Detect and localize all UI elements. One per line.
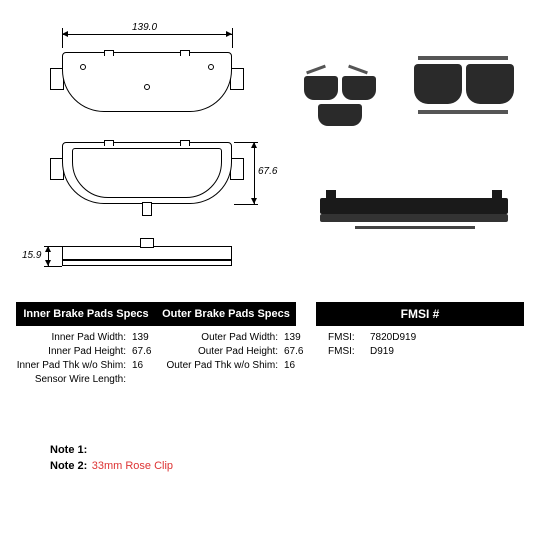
note-label: Note 1: (50, 444, 87, 456)
pad-tab (142, 202, 152, 216)
spec-row: FMSI:D919 (328, 346, 394, 357)
technical-drawing: 139.0 67.6 15.9 (20, 28, 270, 298)
spec-label: Outer Pad Width: (158, 332, 278, 343)
spec-row: Outer Pad Thk w/o Shim:16 (158, 360, 295, 371)
spec-value: 7820D919 (364, 332, 416, 343)
spec-label: Inner Pad Width: (16, 332, 126, 343)
photo-pad (304, 76, 338, 100)
pad-bottom-inner (72, 148, 222, 198)
header-outer-specs: Outer Brake Pads Specs (156, 302, 296, 326)
photo-wire (355, 226, 475, 229)
dim-ext (44, 246, 62, 247)
photo-side-tab (492, 190, 502, 200)
dim-ext (234, 204, 258, 205)
pad-notch (180, 50, 190, 56)
dimension-width-label: 139.0 (132, 22, 157, 33)
spec-label: FMSI: (328, 346, 364, 357)
header-inner-specs: Inner Brake Pads Specs (16, 302, 156, 326)
photo-side-plate (320, 214, 508, 222)
photo-side (320, 198, 508, 214)
spec-label: FMSI: (328, 332, 364, 343)
spec-value: 16 (126, 360, 143, 371)
spec-value: 139 (278, 332, 301, 343)
spec-label: Inner Pad Height: (16, 346, 126, 357)
note-2: Note 2: 33mm Rose Clip (50, 456, 173, 474)
pad-notch (180, 140, 190, 146)
photo-pad (466, 64, 514, 104)
dimension-thk-label: 15.9 (22, 250, 41, 261)
spec-value: D919 (364, 346, 394, 357)
dimension-height-line (254, 142, 255, 204)
photo-clip (306, 65, 326, 75)
dim-ext (232, 28, 233, 48)
spec-value: 139 (126, 332, 149, 343)
spec-row: Inner Pad Thk w/o Shim:16 (16, 360, 143, 371)
pad-notch (104, 50, 114, 56)
note-value: 33mm Rose Clip (92, 460, 173, 472)
spec-row: Inner Pad Height:67.6 (16, 346, 151, 357)
pad-side-outline (62, 246, 232, 260)
page-root: 139.0 67.6 15.9 (0, 0, 540, 540)
pad-ear (230, 158, 244, 180)
spec-label: Outer Pad Thk w/o Shim: (158, 360, 278, 371)
product-photo (300, 48, 520, 278)
spec-value: 67.6 (126, 346, 151, 357)
spec-row: Sensor Wire Length: (16, 374, 132, 385)
spec-value: 16 (278, 360, 295, 371)
photo-side-tab (326, 190, 336, 200)
photo-pad (318, 104, 362, 126)
dim-ext (44, 266, 62, 267)
pad-hole (208, 64, 214, 70)
header-fmsi: FMSI # (316, 302, 524, 326)
pad-hole (144, 84, 150, 90)
pad-side-tab (140, 238, 154, 248)
dim-ext (62, 28, 63, 48)
photo-clip (418, 56, 508, 60)
spec-row: Outer Pad Height:67.6 (158, 346, 303, 357)
spec-row: Outer Pad Width:139 (158, 332, 301, 343)
spec-label: Sensor Wire Length: (16, 374, 126, 385)
dimension-height-label: 67.6 (258, 166, 277, 177)
pad-notch (104, 140, 114, 146)
dimension-thk-line (48, 246, 49, 266)
spec-row: FMSI:7820D919 (328, 332, 416, 343)
dim-ext (234, 142, 258, 143)
pad-top-outline (62, 52, 232, 112)
dimension-width-line (62, 34, 232, 35)
note-label: Note 2: (50, 460, 87, 472)
pad-hole (80, 64, 86, 70)
spec-label: Outer Pad Height: (158, 346, 278, 357)
photo-pad (414, 64, 462, 104)
photo-pad (342, 76, 376, 100)
spec-label: Inner Pad Thk w/o Shim: (16, 360, 126, 371)
spec-row: Inner Pad Width:139 (16, 332, 149, 343)
pad-ear (230, 68, 244, 90)
spec-value: 67.6 (278, 346, 303, 357)
photo-clip (418, 110, 508, 114)
pad-side-plate (62, 260, 232, 266)
photo-clip (348, 65, 368, 75)
